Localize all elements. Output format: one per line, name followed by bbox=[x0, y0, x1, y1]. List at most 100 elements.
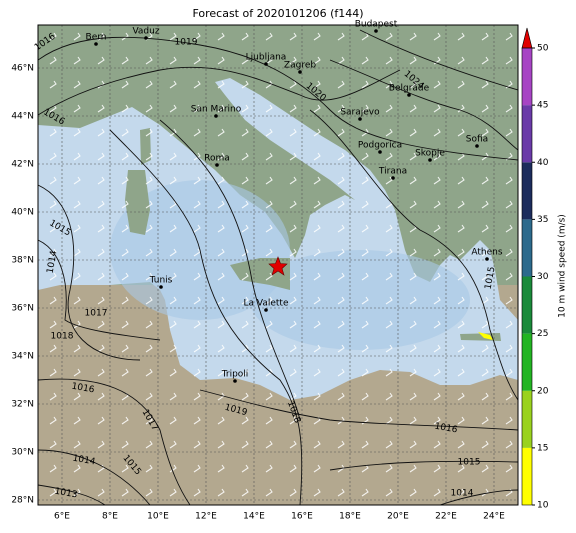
isobar-label: 1019 bbox=[175, 38, 198, 48]
wind-barb bbox=[241, 152, 249, 161]
isobar-label: 1013 bbox=[54, 487, 78, 501]
wind-barb bbox=[145, 488, 153, 497]
wind-barb bbox=[97, 200, 105, 209]
wind-barb bbox=[265, 416, 273, 425]
wind-barb bbox=[433, 392, 441, 401]
wind-barb bbox=[217, 32, 225, 41]
city-label: Ljubljana bbox=[246, 53, 287, 63]
wind-barb bbox=[121, 128, 129, 137]
wind-barb bbox=[145, 128, 153, 137]
wind-barb bbox=[169, 320, 177, 329]
colorbar-tick-label: 10 bbox=[537, 501, 549, 511]
wind-barb bbox=[505, 344, 513, 353]
wind-barb bbox=[265, 224, 273, 233]
wind-barb bbox=[217, 488, 225, 497]
wind-barb bbox=[97, 224, 105, 233]
wind-barb bbox=[217, 200, 225, 209]
wind-barb bbox=[385, 176, 393, 185]
wind-barb bbox=[433, 104, 441, 113]
wind-barb bbox=[361, 80, 369, 89]
wind-barb bbox=[265, 176, 273, 185]
wind-barb bbox=[265, 296, 273, 305]
city-dot bbox=[233, 379, 237, 383]
wind-barb bbox=[241, 176, 249, 185]
wind-barb bbox=[289, 416, 297, 425]
wind-barb bbox=[145, 248, 153, 257]
wind-barb bbox=[433, 464, 441, 473]
city-label: Bern bbox=[86, 33, 107, 43]
wind-barb bbox=[457, 344, 465, 353]
wind-barb bbox=[409, 32, 417, 41]
city-dot bbox=[144, 36, 148, 40]
wind-barb bbox=[97, 344, 105, 353]
wind-barb bbox=[289, 56, 297, 65]
lon-label: 20°E bbox=[387, 512, 409, 522]
wind-barb bbox=[337, 320, 345, 329]
city-dot bbox=[264, 62, 268, 66]
wind-barb bbox=[121, 344, 129, 353]
wind-barb bbox=[433, 368, 441, 377]
wind-barb bbox=[121, 152, 129, 161]
wind-barb bbox=[193, 200, 201, 209]
isobar-label: 1016 bbox=[434, 422, 459, 436]
wind-barb bbox=[265, 248, 273, 257]
wind-barb bbox=[481, 224, 489, 233]
isobar-label: 1014 bbox=[72, 454, 97, 468]
wind-barb bbox=[241, 56, 249, 65]
wind-barb bbox=[73, 344, 81, 353]
wind-barb bbox=[121, 464, 129, 473]
city-label: Podgorica bbox=[358, 141, 402, 151]
wind-barb bbox=[169, 128, 177, 137]
wind-barb bbox=[145, 176, 153, 185]
wind-barb bbox=[265, 464, 273, 473]
wind-barb bbox=[505, 296, 513, 305]
lon-label: 6°E bbox=[54, 512, 70, 522]
wind-barb bbox=[337, 128, 345, 137]
lon-label: 16°E bbox=[291, 512, 313, 522]
wind-barb bbox=[337, 104, 345, 113]
wind-barb bbox=[169, 392, 177, 401]
wind-barb bbox=[265, 128, 273, 137]
wind-barb bbox=[241, 464, 249, 473]
colorbar-segment bbox=[522, 276, 532, 334]
wind-barb bbox=[481, 128, 489, 137]
wind-barb bbox=[505, 224, 513, 233]
wind-barb bbox=[193, 440, 201, 449]
colorbar: 10 15 20 25 30 35 40 45 50 10 m wind speed (m/s) bbox=[521, 27, 568, 511]
wind-barb bbox=[73, 128, 81, 137]
wind-barb bbox=[49, 56, 57, 65]
wind-barb bbox=[193, 80, 201, 89]
wind-barb bbox=[385, 248, 393, 257]
wind-barb bbox=[337, 200, 345, 209]
wind-barb bbox=[49, 296, 57, 305]
city-label: Tunis bbox=[149, 276, 173, 286]
wind-barb bbox=[433, 224, 441, 233]
wind-barb bbox=[385, 392, 393, 401]
wind-barb bbox=[73, 56, 81, 65]
wind-barb bbox=[289, 464, 297, 473]
wind-barb bbox=[49, 440, 57, 449]
wind-barb bbox=[193, 152, 201, 161]
wind-barb bbox=[217, 368, 225, 377]
wind-barb bbox=[457, 320, 465, 329]
wind-barb bbox=[265, 440, 273, 449]
wind-barb bbox=[481, 464, 489, 473]
city-label: Zagreb bbox=[284, 61, 316, 71]
map-frame bbox=[37, 24, 519, 506]
wind-barb bbox=[457, 104, 465, 113]
city-label: San Marino bbox=[191, 105, 242, 115]
wind-barb bbox=[409, 344, 417, 353]
wind-barb bbox=[361, 272, 369, 281]
wind-barb bbox=[241, 200, 249, 209]
map bbox=[38, 25, 518, 505]
lat-label: 30°N bbox=[11, 448, 34, 458]
wind-barb bbox=[217, 224, 225, 233]
lat-label: 32°N bbox=[11, 400, 34, 410]
wind-barb bbox=[505, 368, 513, 377]
wind-barb bbox=[121, 368, 129, 377]
city-dot bbox=[485, 257, 489, 261]
wind-barb bbox=[361, 248, 369, 257]
colorbar-segment bbox=[522, 48, 532, 106]
wind-barb bbox=[433, 344, 441, 353]
wind-barb bbox=[97, 392, 105, 401]
